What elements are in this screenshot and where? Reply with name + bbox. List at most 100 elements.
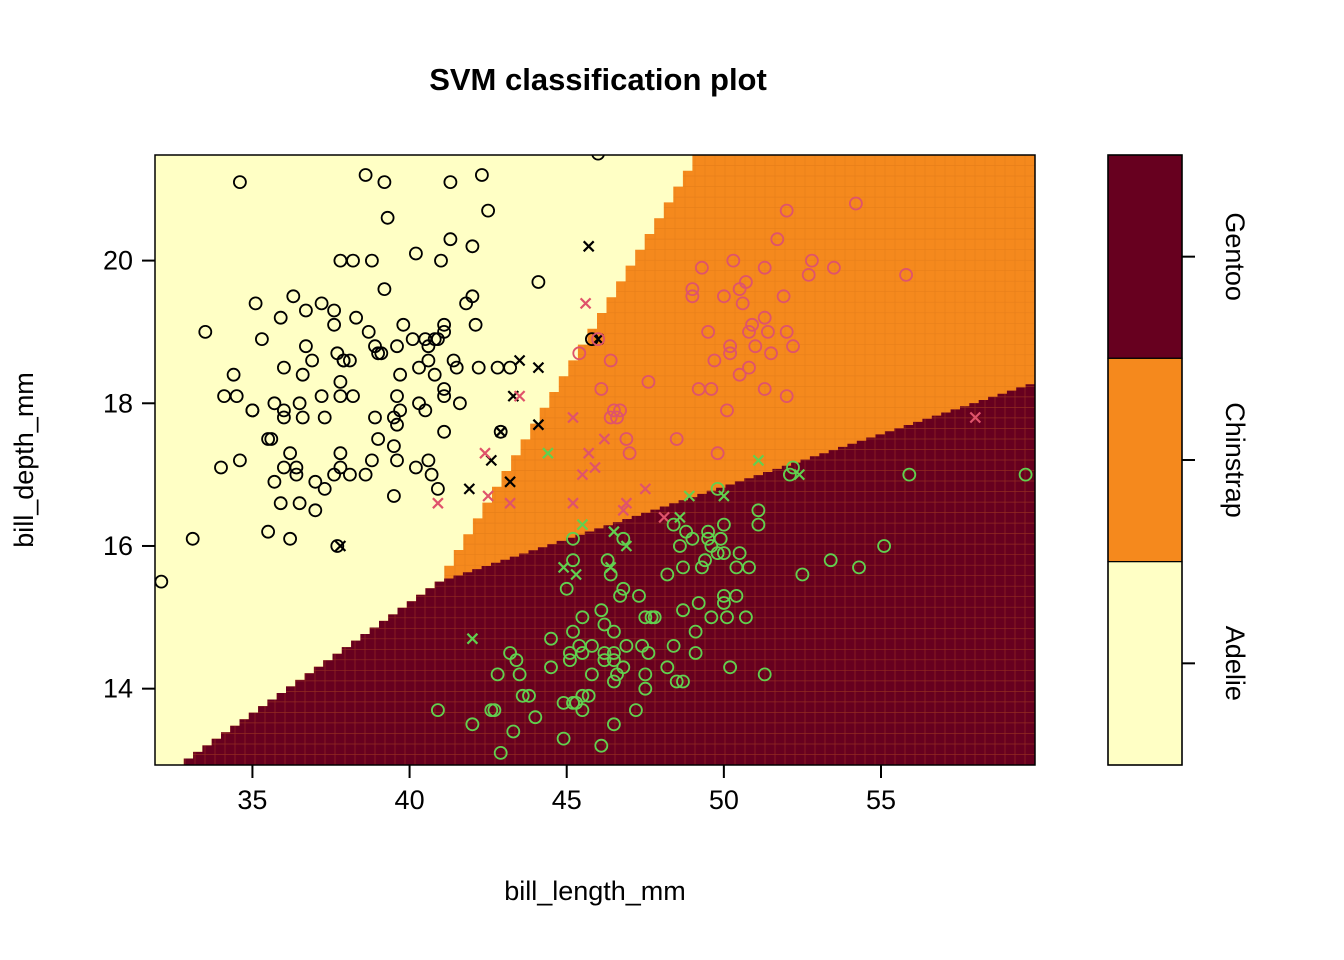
data-point-adelie (377, 175, 392, 190)
data-point-adelie (591, 155, 605, 161)
data-point-chinstrap (717, 289, 731, 304)
data-point-gentoo (1018, 467, 1033, 482)
data-point-gentoo (509, 653, 524, 667)
data-point-adelie (390, 453, 404, 468)
data-point-adelie (474, 168, 489, 182)
data-point-adelie (267, 396, 282, 411)
data-point-gentoo (638, 610, 653, 625)
data-point-adelie (317, 410, 332, 425)
data-point-adelie (289, 467, 304, 482)
data-point-chinstrap (779, 203, 794, 218)
data-point-adelie (371, 346, 386, 361)
data-point-adelie (308, 474, 323, 489)
data-point-adelie (434, 253, 448, 268)
legend-label-gentoo: Gentoo (1220, 212, 1250, 301)
data-point-gentoo (512, 667, 527, 682)
support-vector-gentoo (466, 632, 479, 645)
data-point-gentoo (522, 688, 536, 703)
data-point-adelie (405, 332, 420, 347)
data-point-adelie (283, 446, 298, 461)
data-point-chinstrap (779, 389, 794, 404)
data-point-gentoo (688, 624, 703, 639)
support-vector-adelie (494, 426, 507, 438)
data-point-adelie (408, 246, 423, 261)
data-point-adelie (446, 353, 461, 368)
data-point-chinstrap (739, 275, 753, 289)
support-vector-adelie (334, 540, 347, 552)
data-point-adelie (408, 460, 423, 475)
data-point-adelie (481, 203, 496, 218)
x-axis-label: bill_length_mm (504, 876, 686, 906)
data-point-gentoo (751, 517, 766, 532)
support-vector-chinstrap (620, 497, 633, 509)
data-point-gentoo (638, 667, 653, 682)
support-vector-chinstrap (582, 447, 595, 459)
data-point-gentoo (613, 589, 627, 603)
data-point-adelie (437, 382, 452, 396)
data-point-adelie (333, 446, 348, 461)
data-point-gentoo (679, 524, 693, 539)
data-point-adelie (295, 367, 310, 382)
data-point-gentoo (877, 539, 891, 553)
data-point-gentoo (515, 688, 530, 703)
data-point-adelie (358, 467, 373, 482)
data-point-gentoo (566, 624, 580, 639)
data-point-gentoo (585, 639, 599, 653)
data-point-adelie (386, 489, 401, 503)
data-point-adelie (377, 282, 392, 297)
data-point-adelie (267, 474, 282, 489)
data-point-adelie (292, 396, 307, 411)
data-point-gentoo (676, 674, 690, 689)
data-point-gentoo (607, 717, 621, 732)
data-point-gentoo (594, 738, 609, 753)
support-vector-adelie (532, 361, 545, 374)
legend-label-adelie: Adelie (1220, 626, 1250, 701)
data-point-adelie (493, 424, 508, 439)
data-point-gentoo (691, 596, 706, 610)
support-vector-gentoo (604, 561, 617, 574)
data-point-gentoo (676, 603, 690, 618)
data-point-chinstrap (591, 332, 605, 347)
data-point-gentoo (566, 531, 580, 546)
data-point-adelie (333, 374, 348, 389)
data-point-adelie (437, 324, 452, 339)
data-point-chinstrap (723, 339, 737, 354)
data-point-adelie (261, 524, 276, 539)
data-point-gentoo (566, 553, 580, 568)
data-point-gentoo (607, 674, 621, 689)
data-point-adelie (283, 531, 298, 546)
support-vector-gentoo (718, 490, 730, 502)
decision-regions (155, 155, 1035, 765)
data-point-adelie (358, 168, 373, 182)
y-tick-label: 18 (103, 388, 133, 418)
data-point-adelie (273, 310, 288, 325)
support-vector-chinstrap (567, 411, 579, 424)
support-vector-adelie (592, 333, 604, 345)
data-point-gentoo (852, 560, 866, 575)
data-point-gentoo (720, 610, 734, 625)
data-point-chinstrap (726, 253, 741, 268)
data-point-adelie (232, 453, 247, 468)
data-point-adelie (254, 332, 269, 347)
data-point-adelie (314, 296, 329, 311)
data-point-adelie (214, 460, 228, 475)
data-point-adelie (305, 353, 320, 368)
data-point-gentoo (783, 467, 797, 482)
data-point-gentoo (638, 681, 653, 696)
data-point-adelie (437, 424, 452, 439)
data-point-adelie (185, 531, 200, 546)
data-point-adelie (449, 360, 464, 375)
data-point-gentoo (729, 589, 744, 603)
data-point-gentoo (629, 703, 643, 717)
data-point-chinstrap (695, 260, 709, 275)
data-point-adelie (390, 339, 404, 354)
legend-border (1107, 154, 1183, 766)
support-vector-chinstrap (482, 490, 494, 502)
support-vector-adelie (582, 240, 595, 253)
data-point-adelie (317, 481, 332, 496)
data-point-gentoo (465, 717, 480, 732)
data-point-gentoo (786, 460, 800, 475)
data-point-adelie (459, 296, 474, 311)
support-vector-adelie (463, 483, 476, 495)
